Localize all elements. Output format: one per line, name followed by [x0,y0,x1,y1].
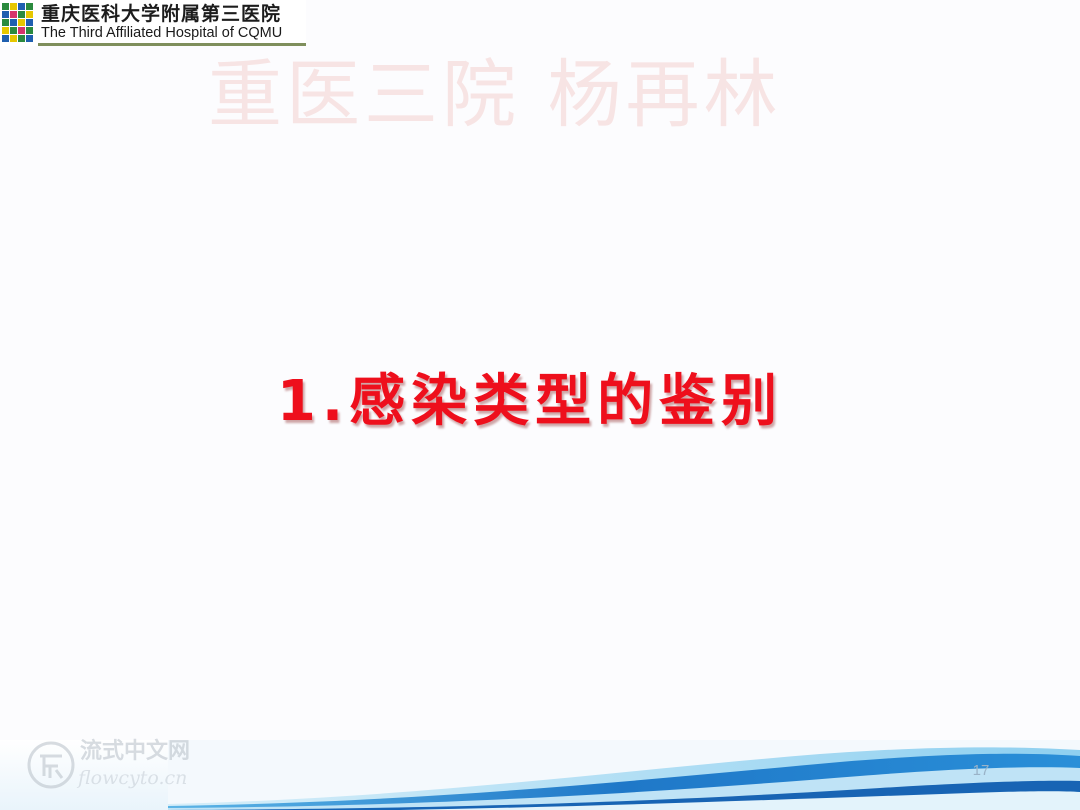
site-name-cn: 流式中文网 [80,739,191,764]
hospital-logo-mosaic-icon [0,0,38,46]
hospital-name-cn: 重庆医科大学附属第三医院 [41,2,282,25]
hospital-logo-text: 重庆医科大学附属第三医院 The Third Affiliated Hospit… [38,0,306,46]
site-name-en: flowcyto.cn [78,767,188,789]
site-logo-icon [26,740,76,790]
site-watermark: 流式中文网 flowcyto.cn [26,738,216,798]
slide-title: 1.感染类型的鉴别 [276,369,784,434]
author-watermark: 重医三院 杨再林 [208,52,782,138]
hospital-logo: 重庆医科大学附属第三医院 The Third Affiliated Hospit… [0,0,306,46]
footer-wave [0,740,1080,810]
page-number: 17 [972,762,990,779]
hospital-name-en: The Third Affiliated Hospital of CQMU [41,24,283,41]
